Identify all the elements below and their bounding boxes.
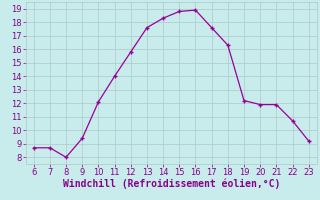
X-axis label: Windchill (Refroidissement éolien,°C): Windchill (Refroidissement éolien,°C)	[62, 179, 280, 189]
